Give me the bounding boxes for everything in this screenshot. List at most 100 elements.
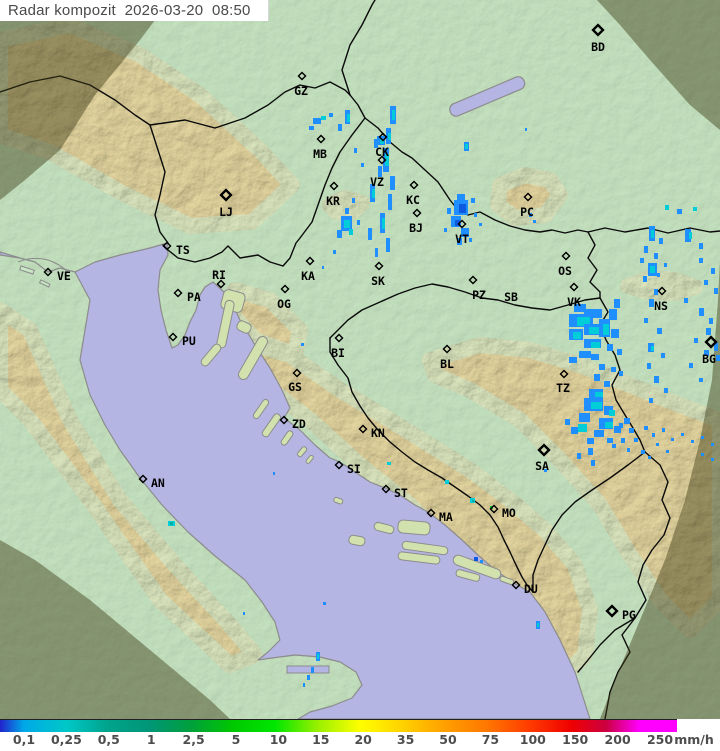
city-marker-SK [374, 261, 384, 271]
adriatic-islands [200, 289, 515, 586]
city-NS: NS [654, 286, 668, 313]
city-label-PU: PU [182, 334, 196, 348]
city-label-PG: PG [622, 608, 636, 622]
city-marker-PU [168, 332, 178, 342]
city-marker-VZ [377, 155, 387, 165]
city-AN: AN [138, 474, 165, 490]
city-label-NS: NS [654, 299, 668, 313]
legend-tick: 200 [604, 732, 631, 747]
city-label-MB: MB [313, 147, 327, 161]
city-BD: BD [591, 23, 605, 54]
city-label-KR: KR [326, 194, 340, 208]
city-label-KC: KC [406, 193, 420, 207]
city-label-VE: VE [57, 269, 71, 283]
city-label-OG: OG [277, 297, 291, 311]
city-label-ZD: ZD [292, 417, 306, 431]
legend-tick: 20 [354, 732, 372, 747]
city-marker-SI [334, 460, 344, 470]
city-marker-GS [292, 368, 302, 378]
city-MO: MO [489, 504, 516, 520]
legend-tick: 2,5 [182, 732, 205, 747]
city-MA: MA [426, 508, 453, 524]
city-marker-DU [511, 580, 521, 590]
city-label-BL: BL [440, 357, 454, 371]
city-marker-NS [657, 286, 667, 296]
city-SK: SK [371, 261, 385, 288]
city-GZ: GZ [294, 71, 308, 98]
legend-tick: 250 [646, 732, 674, 747]
city-GS: GS [288, 368, 302, 394]
city-label-BD: BD [591, 40, 605, 54]
city-label-MA: MA [439, 510, 453, 524]
legend-unit: mm/h [674, 732, 714, 747]
city-label-TS: TS [176, 243, 190, 257]
city-marker-TZ [559, 369, 569, 379]
city-SA: SA [535, 443, 551, 473]
city-VE: VE [43, 267, 71, 283]
city-markers-layer: BD GZ MB LJ CK VZ KR KC BJ PC VT TS VE RI PA KA SK OG PU OS… [43, 23, 718, 622]
city-marker-MA [426, 508, 436, 518]
city-OS: OS [558, 251, 572, 278]
city-PC: PC [520, 192, 534, 219]
city-VT: VT [455, 219, 469, 246]
city-marker-AN [138, 474, 148, 484]
city-ST: ST [381, 484, 408, 500]
city-label-BJ: BJ [409, 221, 423, 235]
city-marker-OS [561, 251, 571, 261]
city-marker-KA [305, 256, 315, 266]
city-marker-MB [316, 134, 326, 144]
city-ZD: ZD [279, 415, 306, 431]
city-marker-MO [489, 504, 499, 514]
city-label-LJ: LJ [219, 205, 233, 219]
country-borders [0, 0, 720, 719]
city-label-PZ: PZ [472, 288, 486, 302]
venice-lagoon [17, 257, 69, 288]
city-MB: MB [313, 134, 327, 161]
city-OG: OG [277, 284, 291, 311]
city-marker-ZD [279, 415, 289, 425]
city-KN: KN [358, 424, 385, 440]
city-KR: KR [326, 181, 340, 208]
radar-range-shading [0, 0, 720, 719]
legend-tick: 0,25 [50, 732, 82, 747]
city-marker-GZ [297, 71, 307, 81]
city-label-PC: PC [520, 205, 534, 219]
city-VZ: VZ [370, 155, 387, 189]
city-marker-PC [523, 192, 533, 202]
city-BI: BI [331, 333, 345, 360]
city-label-SK: SK [371, 274, 385, 288]
city-TZ: TZ [556, 369, 570, 395]
legend-tick: 0,5 [97, 732, 120, 747]
city-BG: BG [702, 335, 718, 366]
city-label-GS: GS [288, 380, 302, 394]
city-label-GZ: GZ [294, 84, 308, 98]
city-RI: RI [212, 268, 226, 289]
legend-tick: 15 [312, 732, 330, 747]
city-label-VZ: VZ [370, 175, 384, 189]
city-marker-BL [442, 344, 452, 354]
city-PG: PG [605, 604, 636, 622]
city-marker-KR [329, 181, 339, 191]
city-KA: KA [301, 256, 315, 283]
city-label-ST: ST [394, 486, 408, 500]
city-CK: CK [375, 132, 389, 159]
city-PA: PA [173, 288, 201, 304]
city-marker-KC [409, 180, 419, 190]
city-marker-CK [378, 132, 388, 142]
legend-tick: 5 [231, 732, 241, 747]
city-label-BG: BG [702, 352, 716, 366]
city-PZ: PZ [468, 275, 486, 302]
city-marker-RI [216, 279, 226, 289]
city-label-OS: OS [558, 264, 572, 278]
city-marker-TS [162, 241, 172, 251]
legend-tick: 100 [519, 732, 546, 747]
city-VK: VK [567, 282, 581, 309]
city-label-AN: AN [151, 476, 165, 490]
city-marker-ST [381, 484, 391, 494]
city-marker-VK [569, 282, 579, 292]
legend-tick: 0,1 [12, 732, 36, 747]
legend-color-bar [0, 719, 677, 732]
title-bar: Radar kompozit 2026-03-20 08:50 [0, 0, 269, 21]
city-label-TZ: TZ [556, 381, 570, 395]
city-TS: TS [162, 241, 190, 257]
